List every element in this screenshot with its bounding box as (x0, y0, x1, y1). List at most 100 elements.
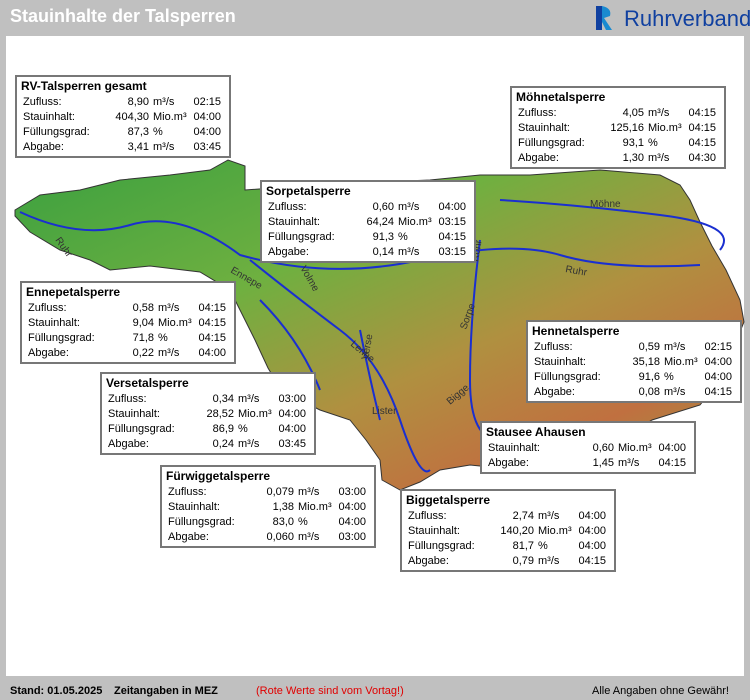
reservoir-box: Möhnetalsperre Zufluss: 4,05 m³/s 04:15 Staui… (510, 86, 726, 169)
data-row: Abgabe: 0,22 m³/s 04:00 (22, 347, 234, 362)
data-row: Abgabe: 0,14 m³/s 03:15 (262, 246, 474, 261)
data-row: Füllungsgrad: 87,3% 04:00 (17, 126, 229, 141)
river-label: Möhne (590, 199, 621, 210)
row-unit: % (398, 231, 408, 243)
row-value: 9,04 (132, 317, 154, 329)
row-unit: Mio.m³ (618, 442, 652, 454)
reservoir-box: Versetalsperre Zufluss: 0,34 m³/s 03:00 Staui… (100, 372, 316, 455)
row-time: 04:15 (688, 107, 716, 119)
box-title: Sorpetalsperre (266, 184, 351, 198)
row-time: 04:00 (338, 501, 366, 513)
row-label: Zufluss: (108, 393, 147, 405)
row-label: Stauinhalt: (23, 111, 75, 123)
row-time: 04:00 (658, 442, 686, 454)
footer-date: Stand: 01.05.2025 (10, 685, 103, 697)
row-unit: m³/s (158, 302, 180, 314)
row-time: 03:45 (278, 438, 306, 450)
data-row: Stauinhalt: 9,04 Mio.m³ 04:15 (22, 317, 234, 332)
box-title: Hennetalsperre (532, 324, 620, 338)
row-value: 3,41 (127, 141, 149, 153)
row-unit: m³/s (398, 201, 420, 213)
row-unit: % (158, 332, 168, 344)
row-label: Abgabe: (23, 141, 64, 153)
row-value: 91,6 (638, 371, 660, 383)
row-value: 0,14 (372, 246, 394, 258)
row-value: 81,7 (512, 540, 534, 552)
data-row: Abgabe: 0,060 m³/s 03:00 (162, 531, 374, 546)
box-title: Möhnetalsperre (516, 90, 606, 104)
row-value: 2,74 (512, 510, 534, 522)
row-label: Zufluss: (534, 341, 573, 353)
row-time: 03:15 (438, 246, 466, 258)
river-label: Lister (372, 406, 397, 417)
logo-icon (596, 6, 612, 30)
row-time: 03:00 (278, 393, 306, 405)
row-unit: Mio.m³ (298, 501, 332, 513)
row-label: Stauinhalt: (268, 216, 320, 228)
data-row: Zufluss: 2,74 m³/s 04:00 (402, 510, 614, 525)
row-time: 04:00 (338, 516, 366, 528)
row-label: Abgabe: (28, 347, 69, 359)
data-row: Stauinhalt: 125,16 Mio.m³ 04:15 (512, 122, 724, 137)
footer-note: (Rote Werte sind vom Vortag!) (256, 685, 404, 697)
row-unit: Mio.m³ (158, 317, 192, 329)
row-label: Abgabe: (268, 246, 309, 258)
river (359, 329, 381, 421)
row-value: 64,24 (366, 216, 394, 228)
data-row: Zufluss: 0,34 m³/s 03:00 (102, 393, 314, 408)
row-unit: m³/s (538, 555, 560, 567)
row-unit: % (238, 423, 248, 435)
data-row: Stauinhalt: 0,60 Mio.m³ 04:00 (482, 442, 694, 457)
row-unit: Mio.m³ (664, 356, 698, 368)
row-unit: m³/s (153, 141, 175, 153)
row-label: Stauinhalt: (28, 317, 80, 329)
reservoir-box: Stausee Ahausen Stauinhalt: 0,60 Mio.m³ 04:0… (480, 421, 696, 474)
row-time: 02:15 (193, 96, 221, 108)
row-value: 0,60 (372, 201, 394, 213)
row-value: 4,05 (622, 107, 644, 119)
row-label: Füllungsgrad: (168, 516, 235, 528)
data-row: Abgabe: 0,79 m³/s 04:15 (402, 555, 614, 570)
row-unit: % (153, 126, 163, 138)
row-unit: m³/s (664, 341, 686, 353)
row-label: Stauinhalt: (168, 501, 220, 513)
data-row: Abgabe: 1,30 m³/s 04:30 (512, 152, 724, 167)
row-unit: m³/s (298, 486, 320, 498)
row-label: Stauinhalt: (408, 525, 460, 537)
data-row: Füllungsgrad: 86,9% 04:00 (102, 423, 314, 438)
row-label: Abgabe: (534, 386, 575, 398)
row-label: Stauinhalt: (488, 442, 540, 454)
data-row: Füllungsgrad: 91,6% 04:00 (528, 371, 740, 386)
reservoir-box: RV-Talsperren gesamt Zufluss: 8,90 m³/s 02:1… (15, 75, 231, 158)
row-unit: m³/s (238, 393, 260, 405)
row-unit: m³/s (538, 510, 560, 522)
row-value: 8,90 (127, 96, 149, 108)
row-unit: Mio.m³ (538, 525, 572, 537)
row-time: 04:15 (688, 122, 716, 134)
data-row: Stauinhalt: 1,38 Mio.m³ 04:00 (162, 501, 374, 516)
row-unit: m³/s (298, 531, 320, 543)
row-time: 02:15 (704, 341, 732, 353)
row-value: 140,20 (500, 525, 534, 537)
row-time: 04:00 (578, 525, 606, 537)
row-time: 04:00 (278, 408, 306, 420)
row-time: 03:00 (338, 531, 366, 543)
row-time: 04:00 (278, 423, 306, 435)
row-value: 0,08 (638, 386, 660, 398)
data-row: Zufluss: 0,58 m³/s 04:15 (22, 302, 234, 317)
row-label: Abgabe: (168, 531, 209, 543)
row-value: 0,060 (266, 531, 294, 543)
row-unit: m³/s (153, 96, 175, 108)
logo: Ruhrverband (624, 6, 750, 31)
row-label: Füllungsgrad: (28, 332, 95, 344)
row-unit: m³/s (158, 347, 180, 359)
row-value: 125,16 (610, 122, 644, 134)
row-time: 04:15 (198, 302, 226, 314)
row-time: 04:15 (438, 231, 466, 243)
row-label: Zufluss: (518, 107, 557, 119)
footer-zone: Zeitangaben in MEZ (114, 685, 218, 697)
row-value: 83,0 (272, 516, 294, 528)
data-row: Stauinhalt: 404,30 Mio.m³ 04:00 (17, 111, 229, 126)
data-row: Zufluss: 0,60 m³/s 04:00 (262, 201, 474, 216)
